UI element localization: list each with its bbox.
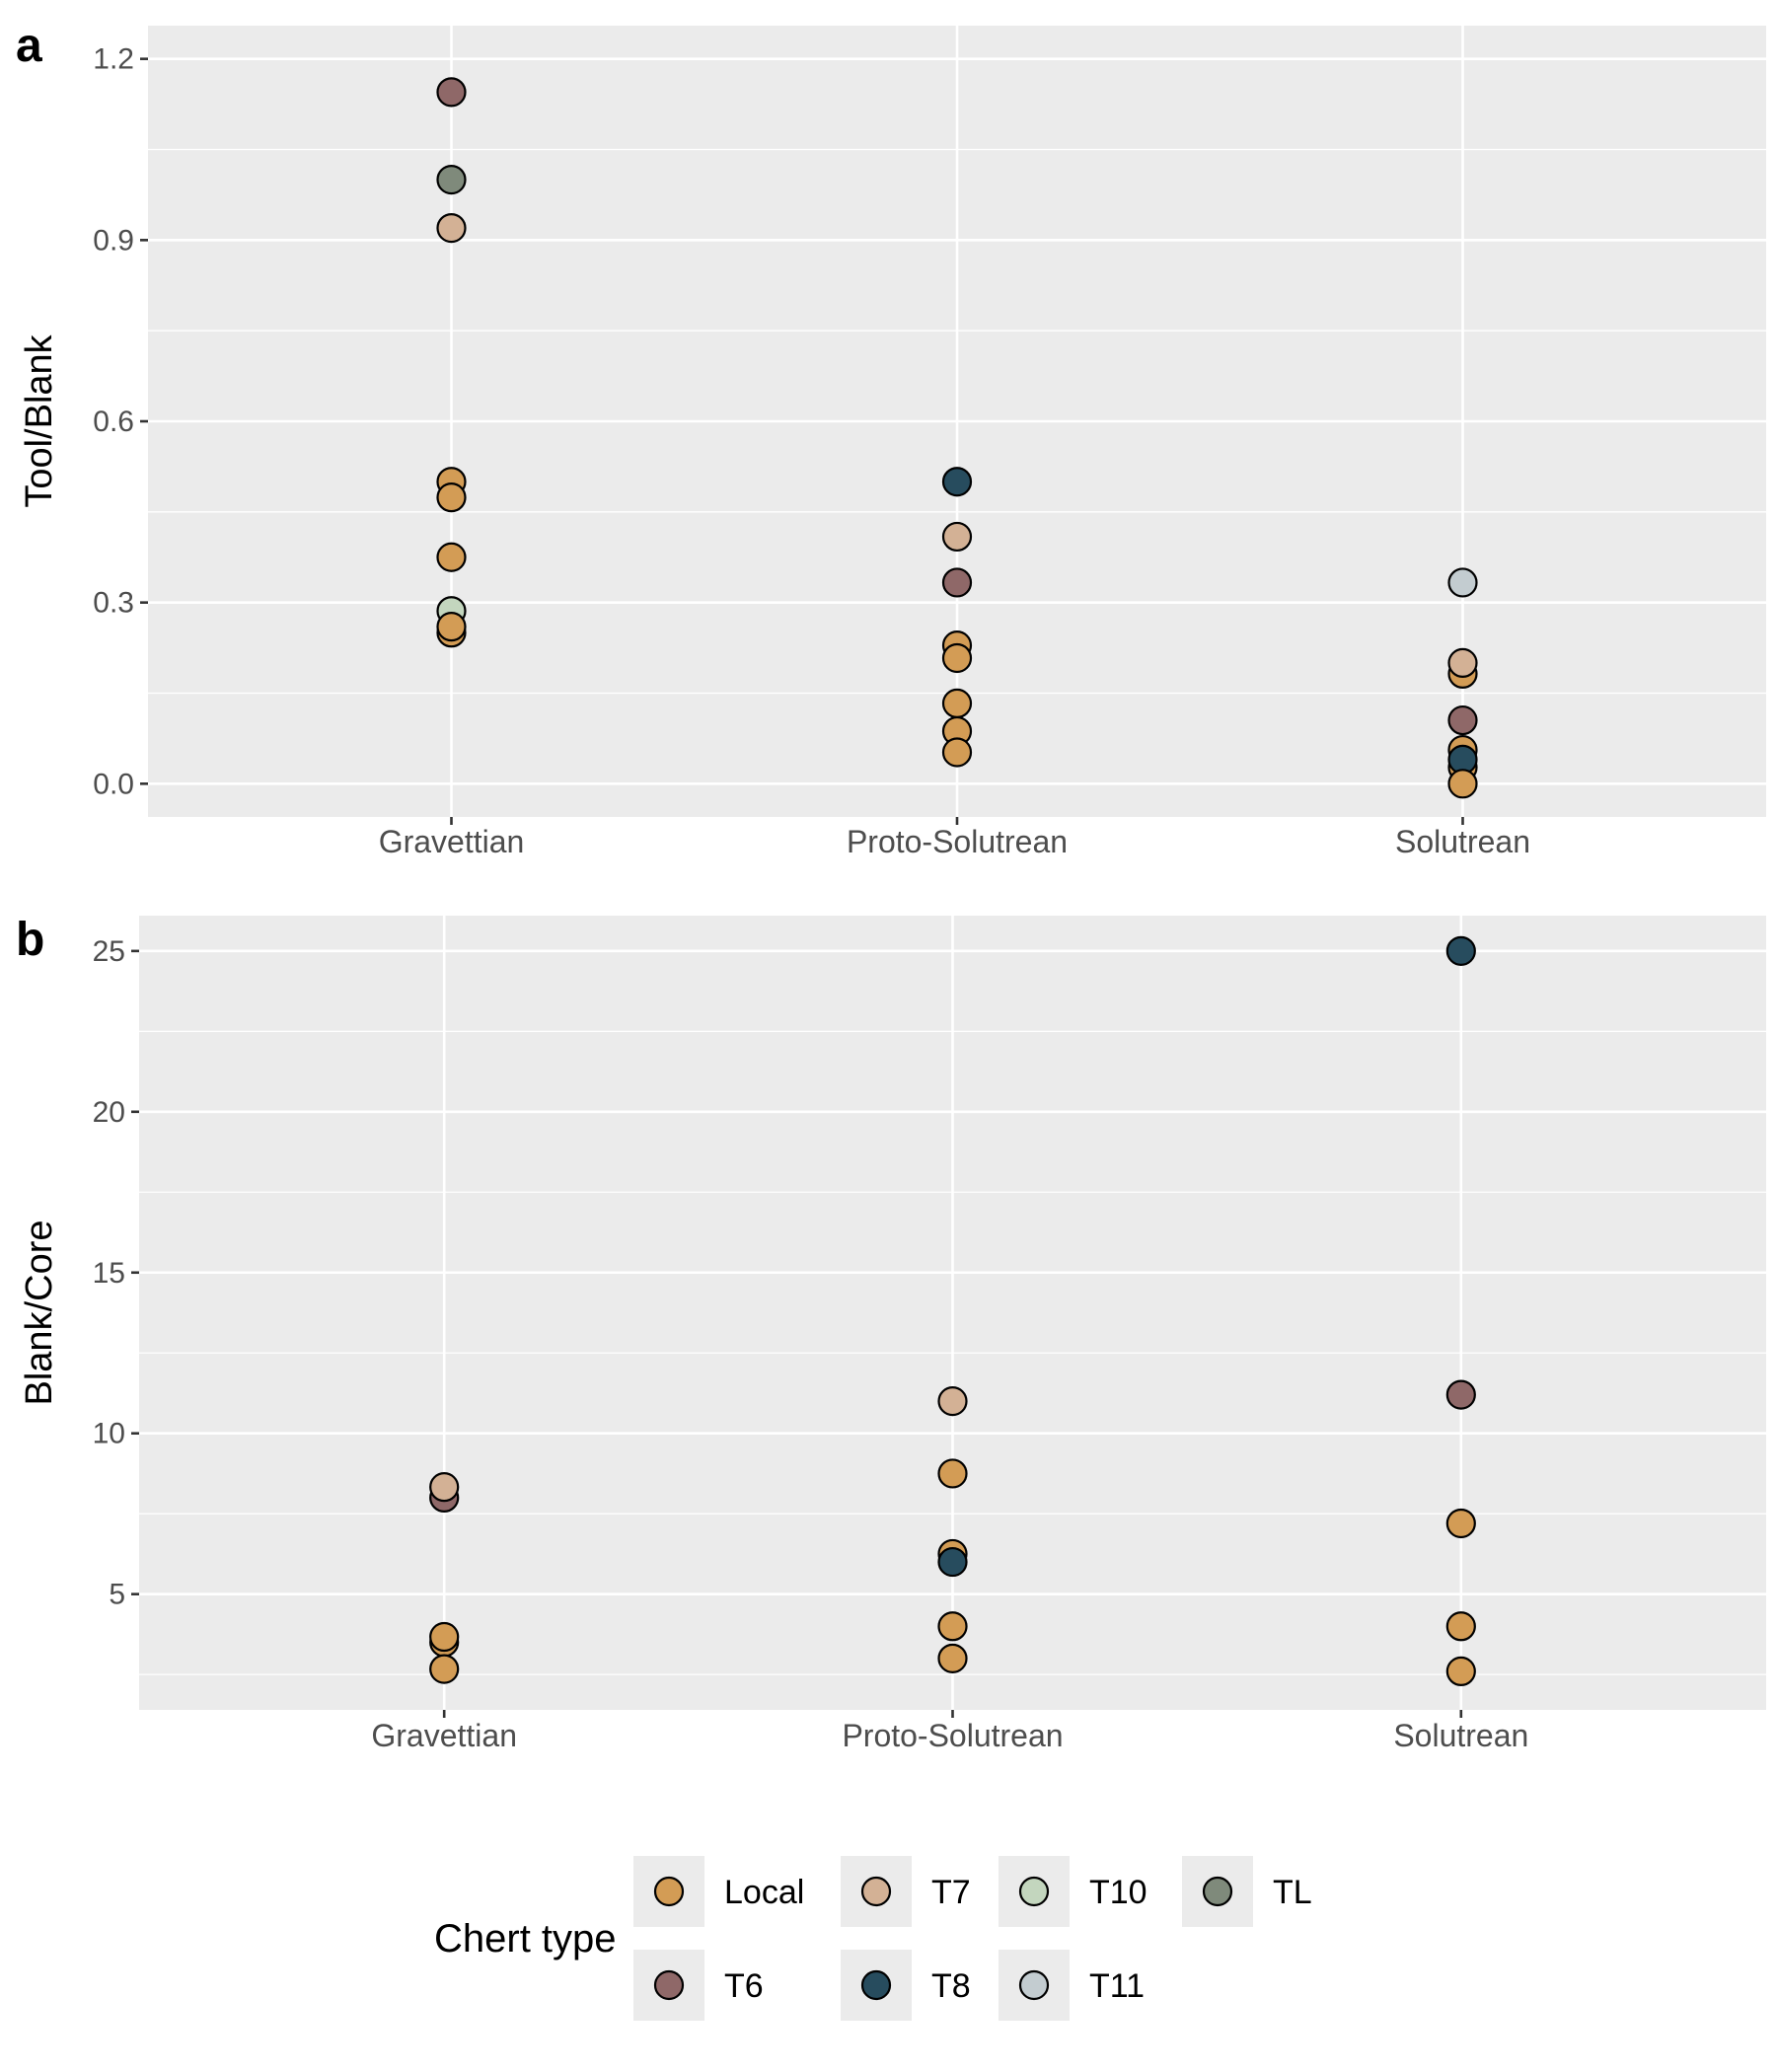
y-axis-title: Tool/Blank: [19, 333, 60, 507]
data-point-local: [937, 1643, 968, 1673]
data-point-t8: [937, 1546, 968, 1578]
legend-title: Chert type: [434, 1917, 617, 1961]
legend-label: Local: [724, 1874, 804, 1911]
data-point-tl: [436, 165, 467, 195]
data-point-t7: [1447, 647, 1478, 678]
data-point-t6: [1447, 704, 1478, 736]
legend: Chert type Local T7 T10 TL T6 T8 T11: [434, 1856, 1312, 2021]
legend-label: T8: [931, 1967, 971, 2005]
data-point-local: [1447, 769, 1478, 799]
data-point-local: [937, 1611, 968, 1642]
data-point-local: [1445, 1611, 1476, 1642]
x-tick-label: Gravettian: [371, 1718, 517, 1753]
legend-key-local: [653, 1876, 685, 1907]
y-tick-label: 0.0: [93, 768, 134, 800]
y-tick-label: 0.3: [93, 587, 134, 620]
data-point-local: [1445, 1656, 1476, 1686]
data-point-local: [429, 1654, 460, 1684]
data-point-t8: [1445, 935, 1476, 966]
legend-key-t8: [860, 1969, 892, 2001]
panel-tag: a: [16, 20, 42, 72]
y-tick-label: 5: [109, 1579, 125, 1611]
y-tick-label: 10: [93, 1418, 125, 1450]
legend-key-t7: [860, 1876, 892, 1907]
y-tick-label: 0.6: [93, 406, 134, 438]
data-point-local: [1445, 1508, 1476, 1539]
data-point-local: [429, 1621, 460, 1653]
data-point-t7: [436, 212, 467, 244]
data-point-local: [436, 482, 467, 513]
legend-label: T6: [724, 1967, 764, 2005]
data-point-local: [941, 688, 973, 719]
x-tick-label: Gravettian: [379, 824, 525, 859]
data-point-local: [941, 642, 973, 674]
x-tick-label: Proto-Solutrean: [842, 1718, 1063, 1753]
y-tick-label: 20: [93, 1096, 125, 1129]
data-point-t11: [1447, 567, 1478, 598]
data-point-local: [937, 1458, 968, 1489]
data-point-t6: [941, 567, 973, 598]
legend-key-t10: [1018, 1876, 1050, 1907]
x-tick-label: Solutrean: [1395, 824, 1530, 859]
x-tick-label: Proto-Solutrean: [847, 824, 1068, 859]
legend-label: T7: [931, 1874, 971, 1911]
data-point-t6: [1445, 1379, 1476, 1410]
x-tick-label: Solutrean: [1393, 1718, 1528, 1753]
y-tick-label: 25: [93, 935, 125, 968]
panel-b: 5 10 15 20 25 Gravettian Proto-Solutrean Solutr…: [16, 914, 1766, 1753]
y-tick-label: 0.9: [93, 224, 134, 257]
y-tick-label: 1.2: [93, 43, 134, 76]
legend-key-tl: [1202, 1876, 1233, 1907]
panel-a: 0.0 0.3 0.6 0.9 1.2 Gravettian Proto-Solutrean…: [16, 20, 1766, 859]
legend-label: T10: [1089, 1874, 1147, 1911]
data-point-local: [941, 737, 973, 768]
data-point-local: [436, 612, 467, 642]
legend-label: TL: [1273, 1874, 1312, 1911]
data-point-local: [436, 542, 467, 572]
data-point-t7: [937, 1386, 968, 1417]
data-point-t7: [429, 1472, 460, 1503]
y-axis-title: Blank/Core: [19, 1221, 60, 1406]
legend-label: T11: [1089, 1967, 1145, 2005]
data-point-t6: [436, 77, 467, 108]
legend-key-t11: [1018, 1969, 1050, 2001]
legend-key-t6: [653, 1969, 685, 2001]
data-point-t7: [941, 521, 973, 553]
y-tick-label: 15: [93, 1257, 125, 1290]
data-point-t8: [941, 467, 973, 497]
panel-tag: b: [16, 914, 44, 966]
